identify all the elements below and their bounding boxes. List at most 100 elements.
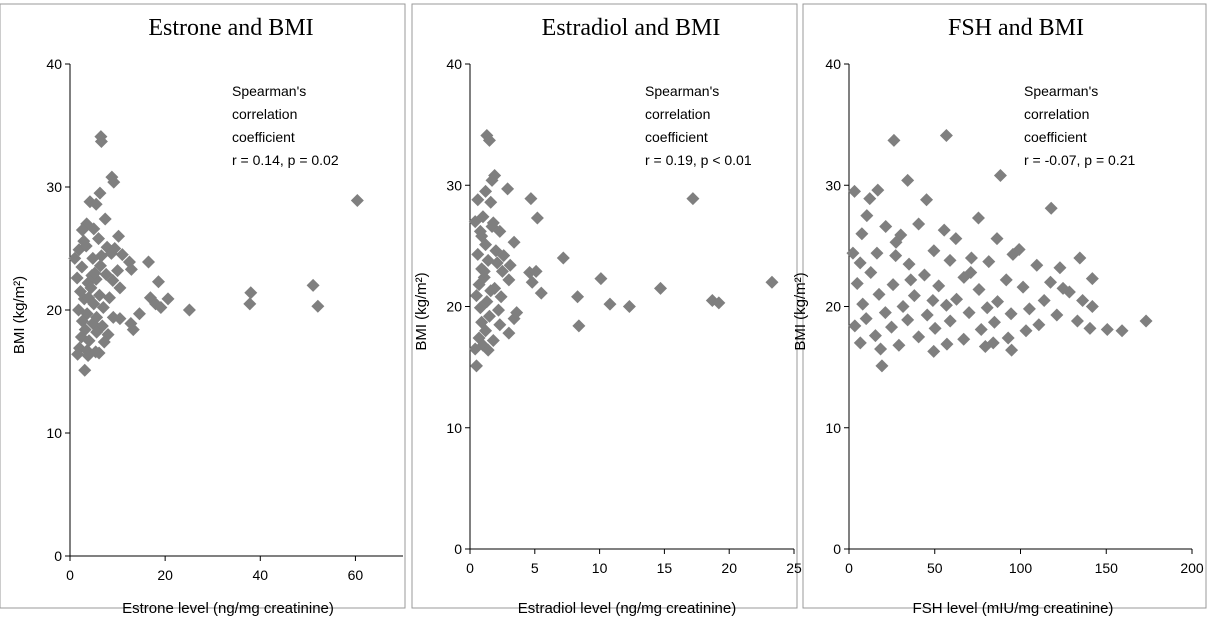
- data-point: [885, 320, 899, 334]
- data-point: [901, 313, 915, 327]
- data-point: [1019, 324, 1033, 338]
- data-point: [907, 289, 921, 303]
- data-point: [712, 296, 726, 310]
- data-point: [943, 253, 957, 267]
- data-point: [115, 248, 129, 262]
- data-point: [1076, 293, 1090, 307]
- data-point: [350, 194, 364, 208]
- data-point: [1100, 323, 1114, 337]
- data-point: [529, 264, 543, 278]
- data-point: [497, 249, 511, 263]
- x-axis-label: FSH level (mIU/mg creatinine): [913, 600, 1114, 617]
- data-point: [978, 340, 992, 354]
- data-point: [94, 249, 108, 263]
- data-point: [904, 273, 918, 287]
- data-point: [484, 284, 498, 298]
- data-point: [151, 275, 165, 289]
- data-point: [477, 264, 491, 278]
- data-point: [71, 347, 85, 361]
- data-point: [84, 281, 98, 295]
- data-point: [244, 286, 258, 300]
- data-point: [90, 325, 104, 339]
- data-point: [962, 306, 976, 320]
- data-point: [1050, 308, 1064, 322]
- data-point: [896, 300, 910, 313]
- x-tick-label: 20: [721, 560, 737, 576]
- data-point: [503, 258, 517, 272]
- panel-frame: [0, 3, 406, 609]
- data-point: [1139, 314, 1153, 328]
- data-point: [571, 290, 585, 304]
- data-point: [482, 309, 496, 323]
- data-point: [486, 216, 500, 230]
- data-point: [154, 301, 168, 315]
- y-tick-label: 10: [825, 420, 841, 436]
- y-tick-label: 30: [446, 177, 462, 193]
- chart-title: Estradiol and BMI: [542, 15, 721, 41]
- data-point: [485, 173, 499, 187]
- data-point: [937, 223, 951, 237]
- data-point: [1006, 247, 1020, 261]
- y-tick-label: 20: [446, 299, 462, 315]
- data-point: [473, 301, 487, 315]
- data-point: [964, 266, 978, 280]
- data-point: [912, 217, 926, 231]
- x-axis-label: Estradiol level (ng/mg creatinine): [518, 600, 736, 617]
- data-point: [939, 129, 953, 143]
- data-point: [481, 343, 495, 357]
- data-point: [492, 303, 506, 317]
- data-point: [993, 169, 1007, 183]
- data-point: [1115, 324, 1129, 338]
- data-point: [501, 182, 515, 196]
- data-point: [132, 307, 146, 321]
- x-tick-label: 200: [1180, 560, 1204, 576]
- data-point: [853, 256, 867, 270]
- data-point: [468, 215, 482, 229]
- data-point: [864, 266, 878, 280]
- data-point: [889, 249, 903, 263]
- data-point: [971, 211, 985, 225]
- data-point: [875, 359, 889, 373]
- data-point: [77, 234, 91, 248]
- y-axis-label: BMI (kg/m²): [413, 272, 430, 350]
- correlation-annotation-line: correlation: [645, 106, 710, 122]
- data-point: [1070, 314, 1084, 328]
- data-point: [871, 183, 885, 197]
- data-point: [104, 246, 118, 260]
- data-point: [856, 297, 870, 311]
- y-tick-label: 40: [825, 56, 841, 72]
- data-point: [848, 319, 862, 333]
- data-point: [70, 271, 84, 285]
- chart-panel-3: FSH and BMI 0 10 20 30 40 0 50 100 150 200 FSH leve…: [792, 3, 1207, 617]
- data-point: [502, 273, 516, 287]
- data-point: [1012, 243, 1026, 257]
- data-point: [1001, 331, 1015, 345]
- data-point: [472, 278, 486, 292]
- data-point: [887, 133, 901, 147]
- data-point: [68, 251, 82, 265]
- data-point: [530, 211, 544, 225]
- data-point: [124, 262, 138, 276]
- correlation-annotation-line: r = 0.19, p < 0.01: [645, 152, 752, 168]
- data-point: [141, 255, 155, 269]
- y-tick-label: 0: [833, 541, 841, 557]
- data-point: [940, 337, 954, 351]
- data-point: [878, 306, 892, 320]
- data-point: [932, 279, 946, 293]
- x-tick-label: 10: [592, 560, 608, 576]
- data-point: [484, 195, 498, 209]
- correlation-annotation-line: correlation: [232, 106, 297, 122]
- data-point: [98, 212, 112, 226]
- data-point: [92, 232, 106, 246]
- data-point: [950, 292, 964, 306]
- data-point: [493, 224, 507, 238]
- data-point: [572, 319, 586, 333]
- y-tick-label: 40: [446, 56, 462, 72]
- y-axis-label: BMI (kg/m²): [11, 276, 28, 354]
- data-point: [112, 229, 126, 243]
- data-point: [92, 288, 106, 302]
- data-point: [991, 295, 1005, 309]
- data-point: [860, 209, 874, 223]
- data-point: [912, 330, 926, 344]
- data-point: [1044, 201, 1058, 215]
